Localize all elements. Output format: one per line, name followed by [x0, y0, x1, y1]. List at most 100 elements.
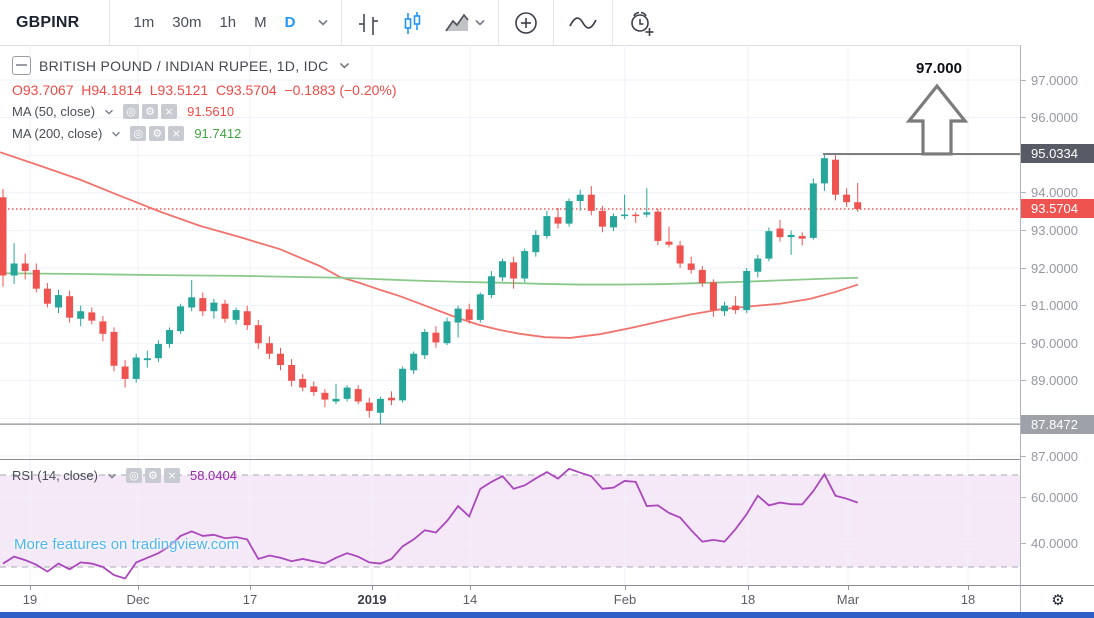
rsi-settings-icon[interactable]: ⚙: [144, 468, 161, 483]
price-axis[interactable]: 97.0000 96.0000 95.0334 94.0000 93.5704 93.00…: [1020, 45, 1094, 585]
candle-body[interactable]: [254, 325, 262, 344]
ma200-remove-icon[interactable]: ×: [168, 126, 185, 141]
candlestick-chart[interactable]: [0, 45, 1020, 459]
candle-body[interactable]: [776, 228, 784, 238]
chevron-down-icon[interactable]: [339, 62, 350, 69]
chart-style-bars-button[interactable]: [346, 0, 390, 45]
candle-body[interactable]: [288, 365, 296, 381]
candle-body[interactable]: [221, 303, 229, 319]
ma200-settings-icon[interactable]: ⚙: [149, 126, 166, 141]
candle-body[interactable]: [265, 343, 273, 354]
gear-icon[interactable]: ⚙: [1051, 590, 1065, 609]
chart-style-candles-button[interactable]: [390, 0, 434, 45]
candle-body[interactable]: [754, 258, 762, 272]
candle-body[interactable]: [510, 262, 518, 279]
candle-body[interactable]: [610, 216, 617, 228]
ma50-visibility-icon[interactable]: ◎: [123, 104, 140, 119]
candle-body[interactable]: [332, 398, 340, 402]
candle-body[interactable]: [10, 263, 18, 276]
time-axis[interactable]: 19 Dec 17 2019 14 Feb 18 Mar 18: [0, 585, 1020, 613]
candle-body[interactable]: [820, 158, 828, 184]
interval-button-30m[interactable]: 30m: [163, 10, 210, 35]
candle-body[interactable]: [709, 282, 717, 311]
candle-body[interactable]: [110, 331, 118, 366]
candle-body[interactable]: [832, 159, 839, 195]
create-alert-button[interactable]: [617, 0, 665, 45]
candle-body[interactable]: [66, 296, 74, 318]
candle-body[interactable]: [665, 241, 673, 245]
candle-body[interactable]: [343, 387, 351, 399]
candle-body[interactable]: [410, 353, 418, 371]
candle-body[interactable]: [465, 309, 473, 320]
candle-body[interactable]: [698, 269, 706, 284]
candle-body[interactable]: [499, 261, 506, 278]
candle-body[interactable]: [643, 212, 651, 215]
interval-button-M[interactable]: M: [245, 10, 276, 35]
candle-body[interactable]: [798, 236, 806, 239]
candle-body[interactable]: [388, 397, 395, 401]
candle-body[interactable]: [177, 306, 185, 332]
candle-body[interactable]: [32, 269, 40, 289]
rsi-line[interactable]: [2, 467, 858, 580]
indicators-button[interactable]: [558, 0, 608, 45]
candle-body[interactable]: [687, 263, 695, 270]
candle-body[interactable]: [809, 183, 817, 238]
ma200-visibility-icon[interactable]: ◎: [130, 126, 147, 141]
candle-body[interactable]: [676, 245, 684, 264]
candle-body[interactable]: [376, 398, 384, 413]
up-arrow-annotation[interactable]: [905, 83, 969, 156]
candle-body[interactable]: [598, 210, 606, 227]
candle-body[interactable]: [532, 234, 540, 253]
candle-body[interactable]: [154, 343, 162, 359]
candle-body[interactable]: [365, 402, 373, 411]
rsi-visibility-icon[interactable]: ◎: [125, 468, 142, 483]
ma50-remove-icon[interactable]: ×: [161, 104, 178, 119]
rsi-chart[interactable]: [0, 460, 1020, 586]
candle-body[interactable]: [421, 331, 429, 356]
axis-settings-corner[interactable]: ⚙: [1020, 585, 1094, 613]
interval-dropdown-chevron[interactable]: [309, 0, 337, 45]
candle-body[interactable]: [232, 310, 240, 320]
candle-body[interactable]: [55, 295, 62, 308]
candle-body[interactable]: [565, 201, 573, 224]
candle-body[interactable]: [132, 357, 140, 379]
chevron-down-icon[interactable]: [107, 473, 117, 479]
ma200-line[interactable]: [0, 272, 859, 286]
candle-body[interactable]: [721, 305, 728, 312]
candle-body[interactable]: [143, 358, 151, 361]
candle-body[interactable]: [77, 311, 85, 319]
ma50-settings-icon[interactable]: ⚙: [142, 104, 159, 119]
candle-body[interactable]: [99, 321, 107, 334]
candle-body[interactable]: [587, 194, 595, 211]
candle-body[interactable]: [487, 276, 495, 296]
rsi-pane[interactable]: RSI (14, close) ◎ ⚙ × 58.0404 More featu…: [0, 459, 1020, 586]
candle-body[interactable]: [443, 321, 451, 344]
candle-body[interactable]: [166, 330, 173, 344]
candle-body[interactable]: [188, 297, 196, 308]
candle-body[interactable]: [21, 263, 29, 272]
candle-body[interactable]: [654, 211, 662, 241]
candle-body[interactable]: [632, 214, 640, 217]
candle-body[interactable]: [843, 194, 851, 203]
candle-body[interactable]: [454, 308, 462, 323]
collapse-legend-icon[interactable]: [12, 56, 31, 75]
interval-button-1h[interactable]: 1h: [210, 10, 245, 35]
compare-add-button[interactable]: [503, 0, 549, 45]
candle-body[interactable]: [743, 271, 751, 311]
candle-body[interactable]: [354, 389, 362, 402]
candle-body[interactable]: [432, 332, 440, 343]
candle-body[interactable]: [0, 197, 7, 276]
candle-body[interactable]: [310, 386, 318, 393]
candle-body[interactable]: [521, 251, 529, 279]
candle-body[interactable]: [199, 298, 207, 312]
rsi-remove-icon[interactable]: ×: [163, 468, 180, 483]
candle-body[interactable]: [88, 312, 96, 321]
candle-body[interactable]: [43, 288, 51, 304]
candle-body[interactable]: [576, 194, 584, 202]
candle-body[interactable]: [476, 294, 484, 320]
interval-button-1m[interactable]: 1m: [124, 10, 163, 35]
candle-body[interactable]: [854, 202, 862, 209]
ma50-line[interactable]: [0, 151, 859, 339]
candle-body[interactable]: [321, 392, 329, 400]
candle-body[interactable]: [765, 231, 773, 259]
